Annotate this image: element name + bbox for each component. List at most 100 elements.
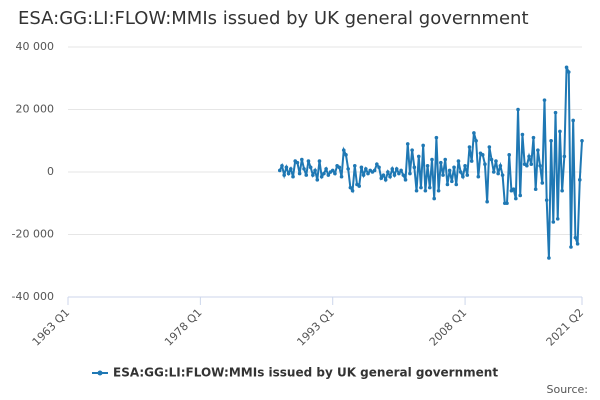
point [291, 174, 295, 179]
point [575, 242, 580, 246]
point [319, 174, 324, 179]
point [346, 167, 350, 171]
point [401, 173, 406, 177]
point [366, 171, 370, 176]
point [286, 171, 291, 176]
point [514, 196, 518, 201]
point [500, 173, 505, 177]
point [553, 110, 558, 115]
point [414, 188, 419, 193]
point [295, 160, 300, 165]
point [487, 145, 492, 149]
point [562, 154, 567, 159]
point [364, 167, 368, 171]
point [549, 138, 553, 143]
point [547, 256, 551, 260]
point [302, 167, 306, 171]
x-tick-label: 2021 Q2 [544, 306, 587, 349]
point [284, 165, 289, 170]
point [564, 65, 569, 70]
point [443, 157, 448, 162]
point [397, 171, 401, 176]
point [425, 163, 430, 168]
point [416, 154, 421, 159]
point [542, 98, 547, 102]
point [432, 196, 436, 201]
point [352, 163, 357, 168]
y-tick-label: 20 000 [16, 103, 55, 116]
point [410, 148, 414, 152]
point [465, 173, 470, 177]
x-tick-label: 2008 Q1 [427, 306, 470, 349]
point [580, 138, 584, 143]
y-tick-label: 0 [47, 165, 54, 178]
point [529, 162, 534, 166]
point [357, 184, 361, 188]
point [405, 142, 410, 146]
y-tick-label: -40 000 [12, 290, 54, 303]
point [423, 188, 428, 193]
point [480, 153, 485, 157]
point [421, 143, 425, 148]
point [408, 171, 412, 176]
point [427, 185, 432, 190]
point [538, 163, 542, 168]
point [419, 185, 423, 190]
point [489, 157, 494, 162]
point [491, 170, 496, 174]
point [439, 160, 443, 165]
point [558, 129, 562, 134]
point [297, 171, 302, 176]
point [308, 165, 313, 170]
chart-title: ESA:GG:LI:FLOW:MMIs issued by UK general… [18, 8, 529, 29]
point [388, 174, 392, 179]
point [379, 176, 384, 181]
legend-marker [97, 370, 103, 376]
legend-label: ESA:GG:LI:FLOW:MMIs issued by UK general… [113, 366, 498, 380]
x-tick-label: 1993 Q1 [294, 306, 337, 349]
point [317, 159, 322, 163]
point [324, 167, 328, 171]
point [516, 107, 520, 112]
point [441, 173, 445, 177]
point [498, 163, 503, 168]
point [533, 187, 538, 191]
point [573, 235, 578, 240]
point [348, 185, 353, 190]
point [434, 135, 439, 140]
point [452, 165, 456, 170]
point [461, 174, 465, 179]
point [304, 173, 309, 177]
point [386, 170, 390, 174]
point [330, 168, 335, 173]
point [505, 201, 509, 206]
point [392, 173, 397, 177]
point [372, 168, 377, 173]
point [344, 153, 348, 157]
point [456, 159, 461, 163]
point [507, 153, 512, 157]
point [577, 178, 582, 182]
point [315, 178, 320, 182]
point [571, 118, 575, 123]
point [383, 178, 388, 182]
point [341, 148, 346, 152]
point [560, 188, 564, 193]
point [540, 181, 545, 185]
series-line [278, 66, 583, 258]
source: Source: [547, 383, 589, 396]
point [496, 171, 500, 176]
x-tick-label: 1963 Q1 [30, 306, 73, 349]
point [531, 135, 536, 140]
point [566, 70, 571, 74]
point [458, 170, 463, 174]
point [445, 182, 450, 187]
point [322, 171, 326, 176]
point [520, 132, 525, 137]
point [544, 198, 549, 202]
y-tick-label: 40 000 [16, 40, 55, 53]
x-tick-label: 1978 Q1 [162, 306, 205, 349]
point [569, 245, 573, 249]
